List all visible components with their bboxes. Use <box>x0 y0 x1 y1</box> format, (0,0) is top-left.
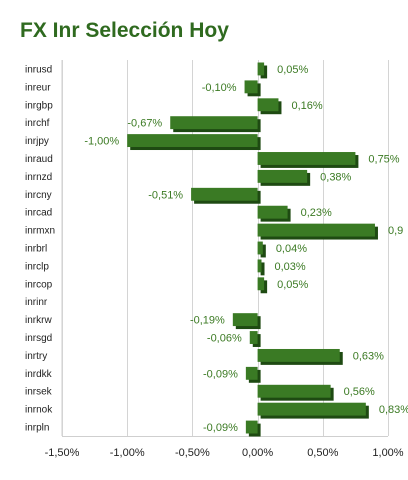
category-label: inrpln <box>25 423 49 434</box>
bar <box>245 366 258 380</box>
data-label: 0,23% <box>301 207 332 219</box>
data-label: 0,63% <box>353 350 384 362</box>
data-label: 0,9 <box>388 225 403 237</box>
bar <box>191 187 258 201</box>
bar <box>245 420 258 434</box>
category-label: inrkrw <box>25 315 52 326</box>
bar <box>257 205 288 219</box>
bar <box>257 348 340 362</box>
data-label: -0,09% <box>203 368 238 380</box>
category-label: inrcad <box>25 208 52 219</box>
category-label: inreur <box>25 82 51 93</box>
bar <box>257 152 356 165</box>
chart-title: FX Inr Selección Hoy <box>20 19 229 42</box>
data-label: -0,67% <box>127 118 162 130</box>
data-label: -0,06% <box>207 333 242 345</box>
data-label: 0,03% <box>275 261 306 273</box>
bar <box>257 259 262 273</box>
bar <box>257 402 366 416</box>
data-labels: 0,05% -0,10% 0,16% -0,67% -1,00% 0,75% 0,38% -0… <box>84 64 408 434</box>
x-tick-labels: -1,50% -1,00% -0,50% 0,00% 0,50% 1,00% <box>45 447 404 459</box>
x-tick-label: 0,00% <box>242 447 273 459</box>
data-label: 0,05% <box>277 279 308 291</box>
data-label: 0,04% <box>276 243 307 255</box>
category-label: inrclp <box>25 261 49 272</box>
bar <box>244 80 258 94</box>
category-label: inraud <box>25 154 53 165</box>
category-label: inrcny <box>25 190 52 201</box>
data-label: 0,56% <box>344 386 375 398</box>
data-label: -0,19% <box>190 315 225 327</box>
data-label: -0,10% <box>202 82 237 94</box>
bar <box>257 277 265 291</box>
bar <box>257 241 263 255</box>
bar <box>257 62 265 76</box>
category-label: inrmxn <box>25 226 55 237</box>
bar <box>257 223 375 237</box>
bar <box>257 169 308 183</box>
category-label: inrusd <box>25 64 52 75</box>
bar <box>232 313 258 327</box>
bars <box>127 62 378 437</box>
category-label: inrsgd <box>25 333 52 344</box>
bar-shadow <box>260 262 265 276</box>
data-label: -0,09% <box>203 422 238 434</box>
data-label: 0,75% <box>368 153 399 165</box>
data-label: 0,16% <box>291 100 322 112</box>
x-tick-label: 0,50% <box>307 447 338 459</box>
bar <box>249 331 258 344</box>
category-label: inrchf <box>25 118 50 129</box>
data-label: -0,51% <box>148 189 183 201</box>
x-tick-label: 1,00% <box>372 447 403 459</box>
category-label: inrtry <box>25 351 47 362</box>
bar-shadow <box>260 244 266 258</box>
category-label: inrcop <box>25 279 53 290</box>
bar <box>170 116 258 130</box>
data-label: -1,00% <box>84 136 119 148</box>
bar <box>257 384 331 398</box>
category-label: inrjpy <box>25 136 49 147</box>
x-tick-label: -0,50% <box>175 447 210 459</box>
category-label: inrsek <box>25 387 53 398</box>
category-label: inrbrl <box>25 244 47 255</box>
category-label: inrinr <box>25 297 48 308</box>
data-label: 0,38% <box>320 171 351 183</box>
x-tick-label: -1,50% <box>45 447 80 459</box>
data-label: 0,83% <box>379 404 408 416</box>
category-labels: inrusd inreur inrgbp inrchf inrjpy inraud inrn… <box>25 64 55 433</box>
category-label: inrnok <box>25 405 53 416</box>
category-label: inrgbp <box>25 100 53 111</box>
bar <box>257 98 279 112</box>
x-tick-label: -1,00% <box>110 447 145 459</box>
data-label: 0,05% <box>277 64 308 76</box>
category-label: inrdkk <box>25 369 53 380</box>
category-label: inrnzd <box>25 172 52 183</box>
bar <box>127 134 258 148</box>
